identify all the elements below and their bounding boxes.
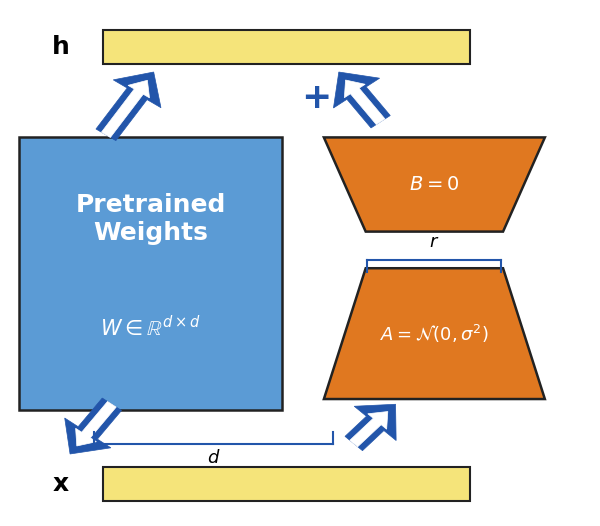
Polygon shape <box>344 80 385 125</box>
Text: x: x <box>53 472 69 496</box>
Text: $B = 0$: $B = 0$ <box>409 175 460 194</box>
Text: $A = \mathcal{N}(0, \sigma^2)$: $A = \mathcal{N}(0, \sigma^2)$ <box>380 322 488 345</box>
FancyBboxPatch shape <box>103 30 470 64</box>
Text: $r$: $r$ <box>429 233 440 251</box>
Polygon shape <box>324 137 545 231</box>
Polygon shape <box>350 411 388 447</box>
FancyBboxPatch shape <box>103 467 470 501</box>
Polygon shape <box>334 72 390 128</box>
Text: h: h <box>52 35 70 59</box>
Text: $W \in \mathbb{R}^{d \times d}$: $W \in \mathbb{R}^{d \times d}$ <box>100 315 201 340</box>
FancyBboxPatch shape <box>19 137 282 410</box>
Polygon shape <box>96 72 161 140</box>
Polygon shape <box>101 80 149 137</box>
Text: Pretrained
Weights: Pretrained Weights <box>76 193 226 245</box>
Polygon shape <box>65 398 121 454</box>
Text: $\boldsymbol{+}$: $\boldsymbol{+}$ <box>301 81 329 115</box>
Text: $d$: $d$ <box>206 449 220 467</box>
Polygon shape <box>345 404 396 451</box>
Polygon shape <box>76 401 116 446</box>
Polygon shape <box>324 268 545 399</box>
